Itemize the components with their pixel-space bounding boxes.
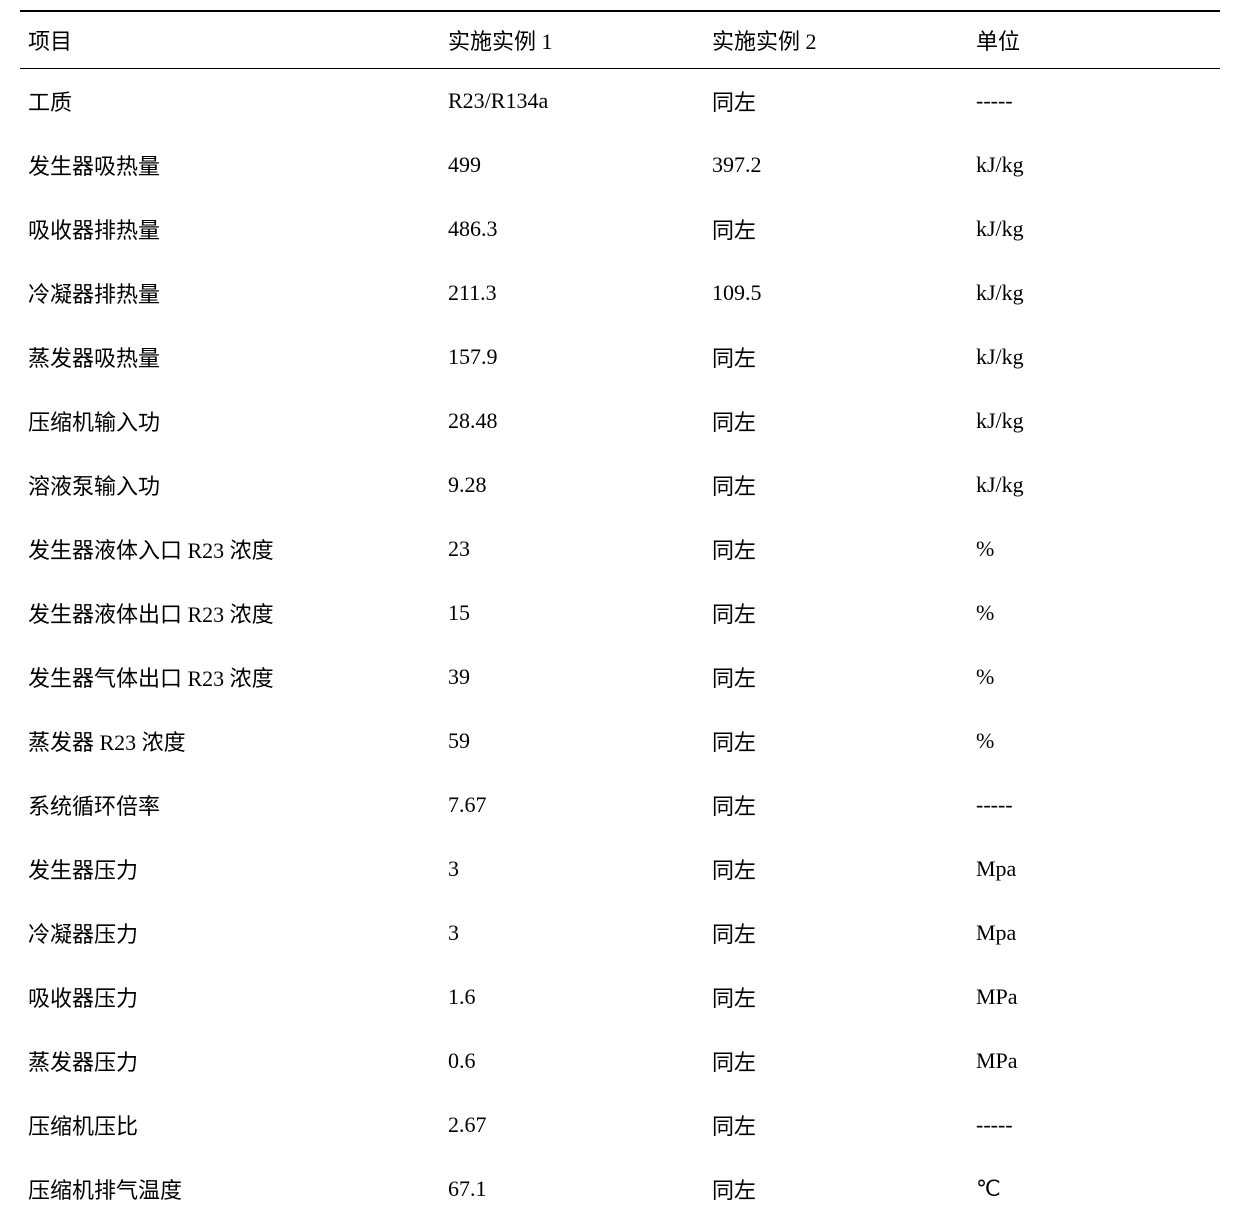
header-unit: 单位 <box>968 11 1220 69</box>
cell-item: 压缩机压比 <box>20 1093 440 1157</box>
cell-item: 冷凝器压力 <box>20 901 440 965</box>
cell-unit: kJ/kg <box>968 453 1220 517</box>
cell-example2: 同左 <box>704 1029 968 1093</box>
cell-unit: kJ/kg <box>968 325 1220 389</box>
table-row: 吸收器压力1.6同左MPa <box>20 965 1220 1029</box>
cell-example1: 157.9 <box>440 325 704 389</box>
table-row: 蒸发器吸热量157.9同左kJ/kg <box>20 325 1220 389</box>
cell-example1: 28.48 <box>440 389 704 453</box>
cell-example2: 397.2 <box>704 133 968 197</box>
cell-item: 发生器液体出口 R23 浓度 <box>20 581 440 645</box>
table-header-row: 项目 实施实例 1 实施实例 2 单位 <box>20 11 1220 69</box>
cell-unit: % <box>968 581 1220 645</box>
cell-example2: 同左 <box>704 197 968 261</box>
cell-item: 工质 <box>20 69 440 134</box>
cell-item: 压缩机排气温度 <box>20 1157 440 1221</box>
cell-item: 吸收器压力 <box>20 965 440 1029</box>
cell-example1: 499 <box>440 133 704 197</box>
cell-example1: 3 <box>440 901 704 965</box>
cell-example1: R23/R134a <box>440 69 704 134</box>
cell-example1: 1.6 <box>440 965 704 1029</box>
cell-example2: 同左 <box>704 709 968 773</box>
cell-item: 溶液泵输入功 <box>20 453 440 517</box>
cell-unit: Mpa <box>968 901 1220 965</box>
cell-example2: 同左 <box>704 1157 968 1221</box>
cell-example1: 15 <box>440 581 704 645</box>
cell-item: 发生器吸热量 <box>20 133 440 197</box>
header-example2: 实施实例 2 <box>704 11 968 69</box>
table-row: 发生器气体出口 R23 浓度39同左% <box>20 645 1220 709</box>
table-row: 发生器吸热量499397.2kJ/kg <box>20 133 1220 197</box>
table-row: 压缩机输入功28.48同左kJ/kg <box>20 389 1220 453</box>
cell-example2: 同左 <box>704 1093 968 1157</box>
cell-item: 发生器压力 <box>20 837 440 901</box>
cell-unit: ℃ <box>968 1157 1220 1221</box>
cell-example2: 同左 <box>704 453 968 517</box>
table-body: 工质R23/R134a同左-----发生器吸热量499397.2kJ/kg吸收器… <box>20 69 1220 1222</box>
cell-item: 发生器液体入口 R23 浓度 <box>20 517 440 581</box>
table-row: 蒸发器 R23 浓度59同左% <box>20 709 1220 773</box>
cell-example2: 同左 <box>704 325 968 389</box>
cell-item: 蒸发器 R23 浓度 <box>20 709 440 773</box>
cell-example2: 同左 <box>704 69 968 134</box>
cell-example1: 7.67 <box>440 773 704 837</box>
cell-example2: 109.5 <box>704 261 968 325</box>
table-row: 蒸发器压力0.6同左MPa <box>20 1029 1220 1093</box>
cell-unit: kJ/kg <box>968 389 1220 453</box>
cell-example1: 59 <box>440 709 704 773</box>
cell-unit: ----- <box>968 1093 1220 1157</box>
cell-unit: kJ/kg <box>968 133 1220 197</box>
cell-example2: 同左 <box>704 901 968 965</box>
cell-example2: 同左 <box>704 517 968 581</box>
table-row: 冷凝器排热量211.3109.5kJ/kg <box>20 261 1220 325</box>
cell-unit: kJ/kg <box>968 261 1220 325</box>
cell-unit: Mpa <box>968 837 1220 901</box>
table-row: 吸收器排热量486.3同左kJ/kg <box>20 197 1220 261</box>
header-item: 项目 <box>20 11 440 69</box>
cell-item: 蒸发器压力 <box>20 1029 440 1093</box>
table-row: 系统循环倍率7.67同左----- <box>20 773 1220 837</box>
table-row: 发生器压力3同左Mpa <box>20 837 1220 901</box>
cell-example2: 同左 <box>704 773 968 837</box>
table-row: 工质R23/R134a同左----- <box>20 69 1220 134</box>
cell-unit: % <box>968 709 1220 773</box>
table-row: 发生器液体出口 R23 浓度15同左% <box>20 581 1220 645</box>
cell-item: 发生器气体出口 R23 浓度 <box>20 645 440 709</box>
cell-example2: 同左 <box>704 645 968 709</box>
cell-unit: % <box>968 645 1220 709</box>
cell-example2: 同左 <box>704 965 968 1029</box>
cell-unit: ----- <box>968 69 1220 134</box>
cell-example2: 同左 <box>704 389 968 453</box>
cell-unit: MPa <box>968 1029 1220 1093</box>
cell-item: 吸收器排热量 <box>20 197 440 261</box>
cell-example1: 9.28 <box>440 453 704 517</box>
cell-unit: % <box>968 517 1220 581</box>
cell-example1: 3 <box>440 837 704 901</box>
cell-example1: 39 <box>440 645 704 709</box>
cell-example1: 0.6 <box>440 1029 704 1093</box>
cell-unit: MPa <box>968 965 1220 1029</box>
cell-item: 冷凝器排热量 <box>20 261 440 325</box>
cell-unit: ----- <box>968 773 1220 837</box>
cell-item: 蒸发器吸热量 <box>20 325 440 389</box>
cell-item: 压缩机输入功 <box>20 389 440 453</box>
cell-item: 系统循环倍率 <box>20 773 440 837</box>
table-row: 溶液泵输入功9.28同左kJ/kg <box>20 453 1220 517</box>
header-example1: 实施实例 1 <box>440 11 704 69</box>
cell-example1: 211.3 <box>440 261 704 325</box>
cell-example1: 2.67 <box>440 1093 704 1157</box>
cell-example2: 同左 <box>704 581 968 645</box>
table-row: 发生器液体入口 R23 浓度23同左% <box>20 517 1220 581</box>
cell-unit: kJ/kg <box>968 197 1220 261</box>
table-row: 压缩机排气温度67.1同左℃ <box>20 1157 1220 1221</box>
cell-example1: 23 <box>440 517 704 581</box>
cell-example1: 67.1 <box>440 1157 704 1221</box>
parameters-table: 项目 实施实例 1 实施实例 2 单位 工质R23/R134a同左-----发生… <box>20 10 1220 1221</box>
cell-example2: 同左 <box>704 837 968 901</box>
table-row: 压缩机压比2.67同左----- <box>20 1093 1220 1157</box>
cell-example1: 486.3 <box>440 197 704 261</box>
table-row: 冷凝器压力3同左Mpa <box>20 901 1220 965</box>
